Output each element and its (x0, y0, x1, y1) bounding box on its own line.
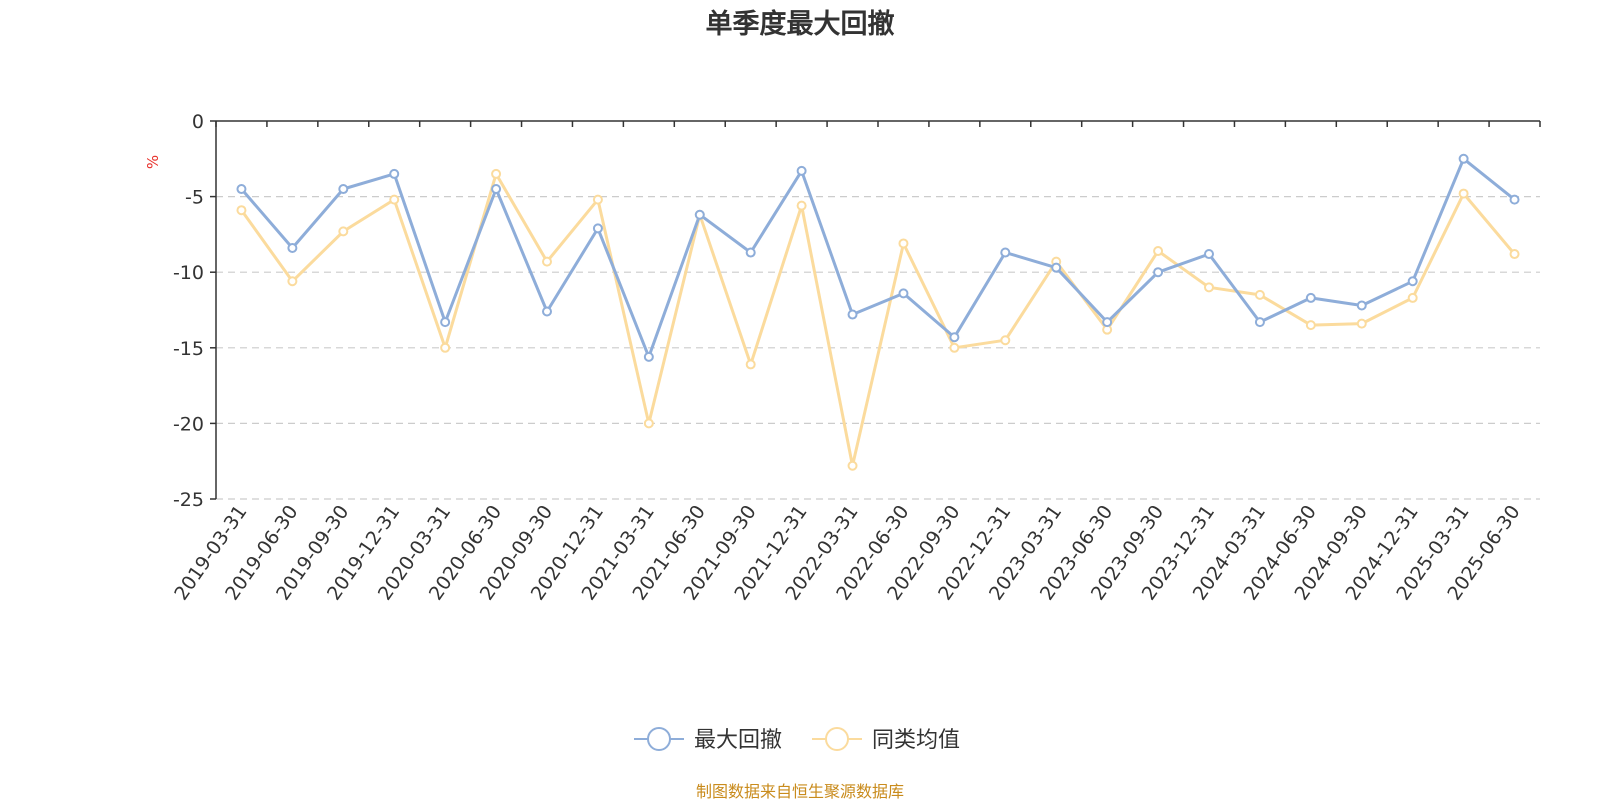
data-point-series-1[interactable] (1458, 188, 1469, 199)
data-point-series-0[interactable] (491, 184, 502, 195)
legend-category-average-marker (825, 727, 849, 751)
data-point-series-1[interactable] (592, 194, 603, 205)
data-point-series-0[interactable] (1305, 292, 1316, 303)
data-point-series-0[interactable] (1407, 276, 1418, 287)
legend-max-drawdown-marker (647, 727, 671, 751)
data-point-series-0[interactable] (440, 317, 451, 328)
y-tick-label: 0 (192, 111, 204, 133)
data-source-note: 制图数据来自恒生聚源数据库 (696, 782, 904, 800)
data-point-series-0[interactable] (287, 243, 298, 254)
y-tick-label: -10 (173, 262, 204, 284)
y-tick-label: -20 (173, 413, 204, 435)
data-point-series-0[interactable] (542, 306, 552, 317)
data-point-series-1[interactable] (491, 168, 502, 179)
y-axis-tick-labels: 0 -5 -10 -15 -20 -25 (173, 111, 204, 511)
data-point-series-1[interactable] (847, 460, 858, 471)
data-point-series-1[interactable] (338, 226, 349, 237)
data-point-series-1[interactable] (1204, 282, 1214, 293)
y-axis-unit-label: % (144, 155, 162, 169)
y-tick-label: -15 (173, 338, 204, 360)
data-point-series-0[interactable] (847, 309, 858, 320)
data-point-series-1[interactable] (440, 342, 451, 353)
data-point-series-0[interactable] (1153, 267, 1164, 278)
data-point-series-1[interactable] (287, 276, 298, 287)
data-point-series-1[interactable] (898, 238, 909, 249)
series-group (236, 153, 1520, 471)
data-point-series-0[interactable] (1458, 153, 1469, 164)
chart-title: 单季度最大回撤 (706, 8, 895, 40)
data-point-series-1[interactable] (796, 200, 807, 211)
data-point-series-0[interactable] (643, 351, 654, 362)
data-point-series-0[interactable] (949, 332, 960, 343)
data-point-series-0[interactable] (1102, 317, 1113, 328)
data-point-series-0[interactable] (338, 184, 349, 195)
data-point-series-0[interactable] (236, 184, 247, 195)
data-point-series-0[interactable] (592, 223, 603, 234)
data-point-series-1[interactable] (1305, 320, 1316, 331)
data-point-series-0[interactable] (1356, 300, 1367, 311)
series-line-1 (240, 172, 1516, 468)
data-point-series-0[interactable] (1204, 249, 1214, 260)
data-point-series-0[interactable] (1509, 194, 1520, 205)
data-point-series-1[interactable] (1000, 335, 1011, 346)
data-point-series-0[interactable] (898, 288, 909, 299)
data-point-series-1[interactable] (1153, 246, 1164, 257)
y-tick-label: -25 (173, 489, 204, 511)
data-point-series-1[interactable] (542, 256, 552, 267)
data-point-series-0[interactable] (694, 209, 705, 220)
data-point-series-0[interactable] (745, 247, 756, 258)
y-tick-label: -5 (185, 187, 204, 209)
data-point-series-1[interactable] (236, 205, 247, 216)
data-point-series-1[interactable] (949, 342, 960, 353)
grid-lines (216, 196, 1540, 500)
legend[interactable]: 最大回撤 同类均值 (634, 727, 960, 753)
data-point-series-0[interactable] (1051, 262, 1062, 273)
legend-item-max-drawdown[interactable]: 最大回撤 (634, 727, 782, 753)
data-point-series-1[interactable] (745, 359, 756, 370)
data-point-series-0[interactable] (389, 168, 400, 179)
series-line-0 (240, 157, 1516, 359)
data-point-series-1[interactable] (1356, 318, 1367, 329)
data-point-series-0[interactable] (796, 165, 807, 176)
data-point-series-0[interactable] (1254, 317, 1265, 328)
data-point-series-0[interactable] (1000, 247, 1011, 258)
data-point-series-1[interactable] (1407, 292, 1418, 303)
legend-category-average-label: 同类均值 (872, 728, 960, 753)
data-point-series-1[interactable] (1254, 289, 1265, 300)
data-point-series-1[interactable] (389, 194, 400, 205)
axes (210, 120, 1541, 500)
data-point-series-1[interactable] (643, 418, 654, 429)
legend-item-category-average[interactable]: 同类均值 (812, 727, 960, 753)
x-axis-tick-labels: 2019-03-312019-06-302019-09-302019-12-31… (170, 501, 1524, 604)
data-point-series-1[interactable] (1509, 249, 1520, 260)
legend-max-drawdown-label: 最大回撤 (694, 728, 782, 753)
